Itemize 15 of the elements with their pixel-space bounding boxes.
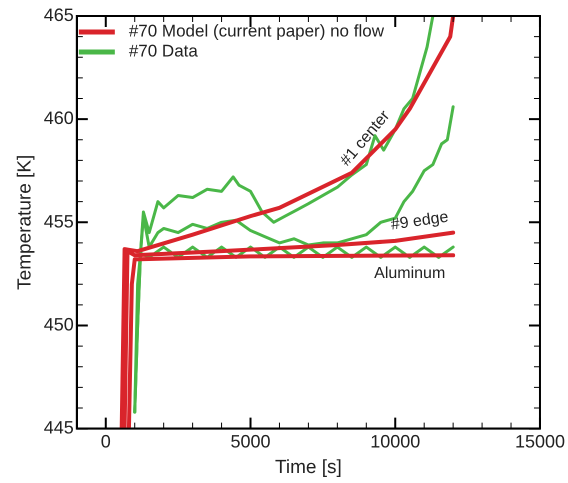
- y-tick-label: 465: [44, 4, 74, 25]
- x-tick-label: 15000: [514, 431, 566, 452]
- y-tick-label: 455: [44, 211, 74, 232]
- y-tick-label: 460: [44, 108, 74, 128]
- y-tick-label: 450: [44, 314, 74, 334]
- annotation: Aluminum: [374, 264, 446, 282]
- x-tick-label: 5000: [230, 431, 271, 452]
- x-tick-label: 0: [100, 431, 111, 452]
- y-axis-title: Temperature [K]: [14, 154, 36, 290]
- x-tick-label: 10000: [370, 431, 420, 452]
- annotation: #9 edge: [390, 208, 450, 234]
- x-axis-title: Time [s]: [274, 456, 342, 478]
- legend-label: #70 Data: [128, 42, 198, 61]
- legend-label: #70 Model (current paper) no flow: [128, 22, 385, 41]
- y-tick-label: 445: [44, 418, 74, 438]
